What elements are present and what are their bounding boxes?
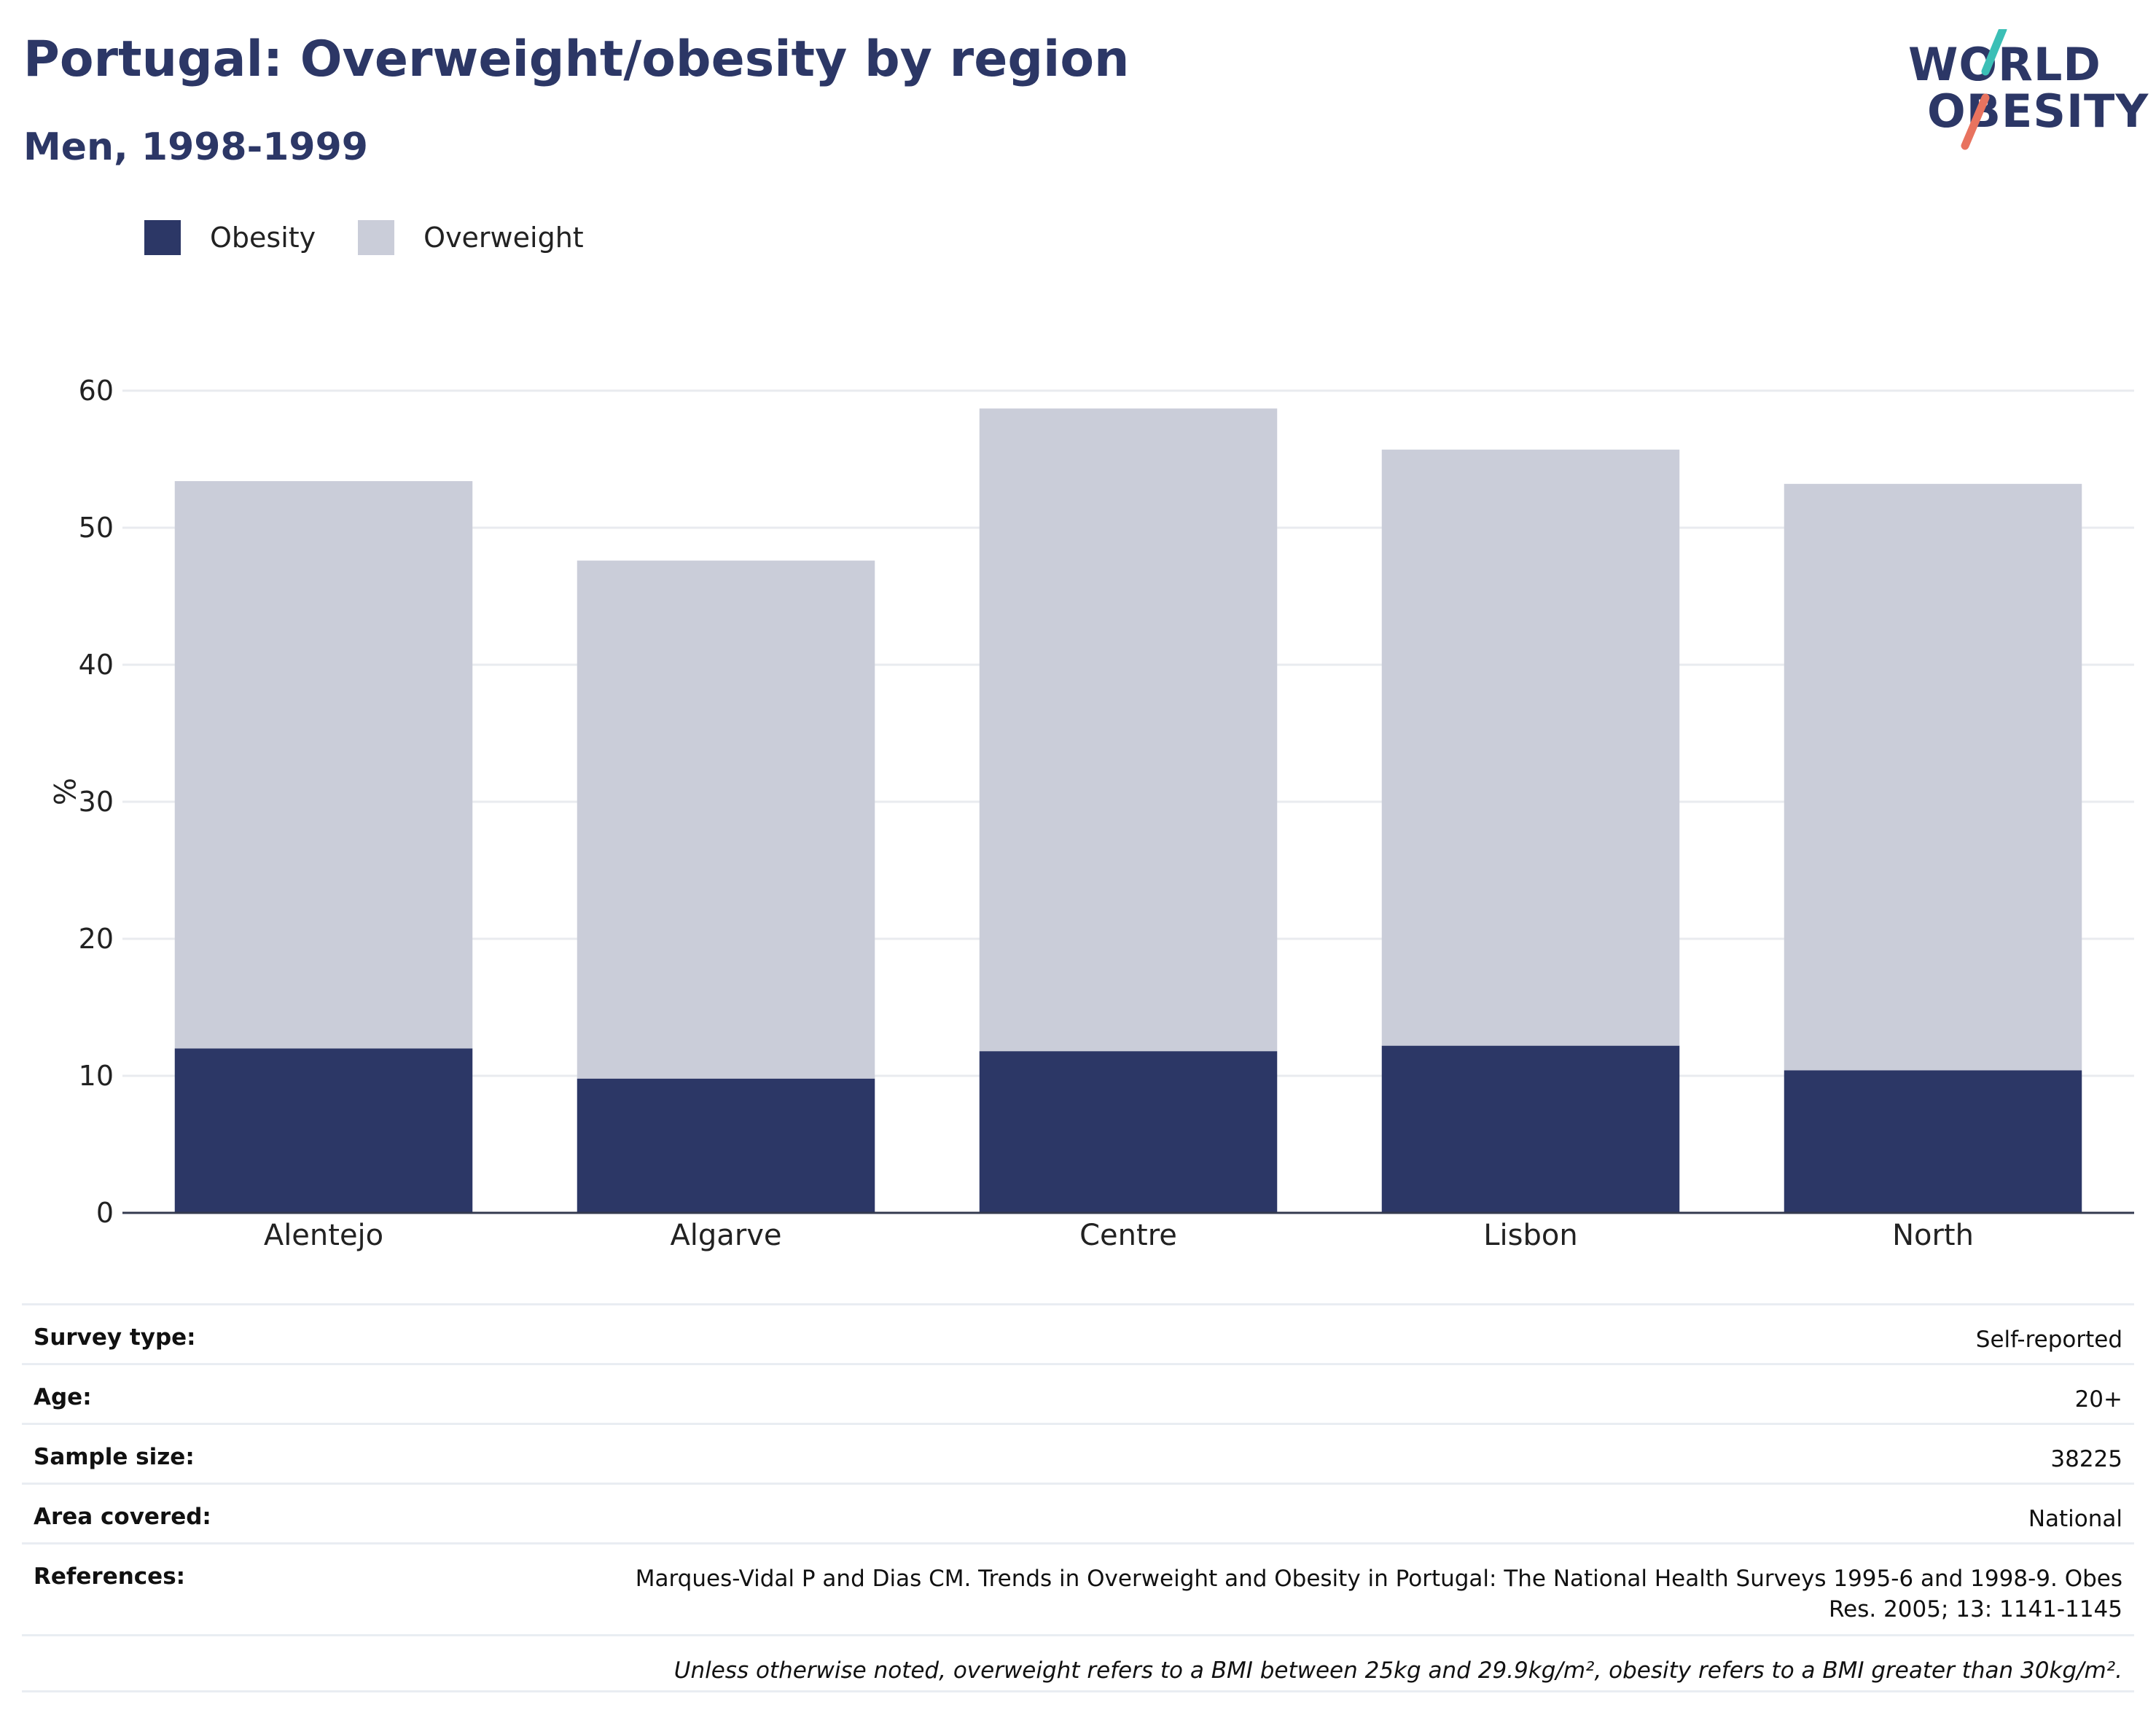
- logo-line-1: WORLD: [1908, 38, 2101, 91]
- bar-obesity-north: [1784, 1070, 2082, 1213]
- logo-slash-icon: [1961, 29, 2007, 150]
- info-row-area-covered: Area covered: National: [22, 1483, 2134, 1542]
- legend-swatch-obesity: [144, 220, 181, 255]
- legend-label-obesity: Obesity: [210, 222, 316, 254]
- age-label: Age:: [34, 1384, 92, 1410]
- legend-item-overweight[interactable]: Overweight: [358, 220, 584, 255]
- bar-obesity-centre: [979, 1051, 1278, 1213]
- y-axis-label: %: [47, 778, 80, 805]
- legend-swatch-overweight: [358, 220, 395, 255]
- bar-chart: 0 10 20 30 40 50 60% Alentejo Algarve Centre Lisbo…: [47, 375, 2134, 1252]
- age-value: 20+: [2074, 1386, 2122, 1413]
- world-obesity-logo: WORLD OBESITY: [1895, 29, 2148, 160]
- survey-type-value: Self-reported: [1975, 1327, 2122, 1353]
- area-covered-label: Area covered:: [34, 1504, 211, 1530]
- info-row-references: References: Marques-Vidal P and Dias CM.…: [22, 1542, 2134, 1634]
- survey-type-label: Survey type:: [34, 1324, 196, 1351]
- x-tick-label: Algarve: [670, 1219, 781, 1252]
- bar-obesity-algarve: [577, 1078, 875, 1213]
- chart-legend: Obesity Overweight: [144, 219, 626, 257]
- info-row-age: Age: 20+: [22, 1363, 2134, 1423]
- references-value: Marques-Vidal P and Dias CM. Trends in O…: [635, 1566, 2122, 1622]
- info-row-survey-type: Survey type: Self-reported: [22, 1303, 2134, 1363]
- bar-obesity-alentejo: [174, 1048, 473, 1213]
- legend-item-obesity[interactable]: Obesity: [144, 220, 316, 255]
- bar-obesity-lisbon: [1381, 1045, 1680, 1213]
- legend-label-overweight: Overweight: [423, 222, 584, 254]
- chart-title: Portugal: Overweight/obesity by region: [23, 31, 1130, 88]
- survey-info-table: Survey type: Self-reported Age: 20+ Samp…: [22, 1303, 2134, 1692]
- y-tick-label: 60: [79, 375, 114, 407]
- y-tick-label: 0: [96, 1197, 114, 1229]
- bar-overweight-algarve: [577, 561, 875, 1079]
- x-tick-label: North: [1892, 1219, 1974, 1252]
- sample-size-value: 38225: [2050, 1446, 2122, 1472]
- info-row-sample-size: Sample size: 38225: [22, 1423, 2134, 1483]
- bar-overweight-north: [1784, 483, 2082, 1071]
- y-tick-label: 10: [79, 1060, 114, 1092]
- y-tick-label: 30: [79, 786, 114, 818]
- x-tick-label: Lisbon: [1483, 1219, 1577, 1252]
- logo-line-2: OBESITY: [1927, 85, 2149, 138]
- bar-overweight-lisbon: [1381, 449, 1680, 1046]
- bmi-definition-note: Unless otherwise noted, overweight refer…: [673, 1657, 2122, 1684]
- sample-size-label: Sample size:: [34, 1444, 195, 1470]
- x-tick-label: Alentejo: [264, 1219, 383, 1252]
- chart-subtitle: Men, 1998-1999: [23, 125, 368, 169]
- references-label: References:: [34, 1563, 186, 1590]
- info-row-note: Unless otherwise noted, overweight refer…: [22, 1634, 2134, 1692]
- x-tick-label: Centre: [1079, 1219, 1177, 1252]
- y-tick-label: 40: [79, 649, 114, 681]
- y-tick-label: 50: [79, 512, 114, 544]
- area-covered-value: National: [2028, 1506, 2122, 1532]
- y-tick-label: 20: [79, 923, 114, 955]
- bar-overweight-centre: [979, 408, 1278, 1052]
- bar-overweight-alentejo: [174, 481, 473, 1049]
